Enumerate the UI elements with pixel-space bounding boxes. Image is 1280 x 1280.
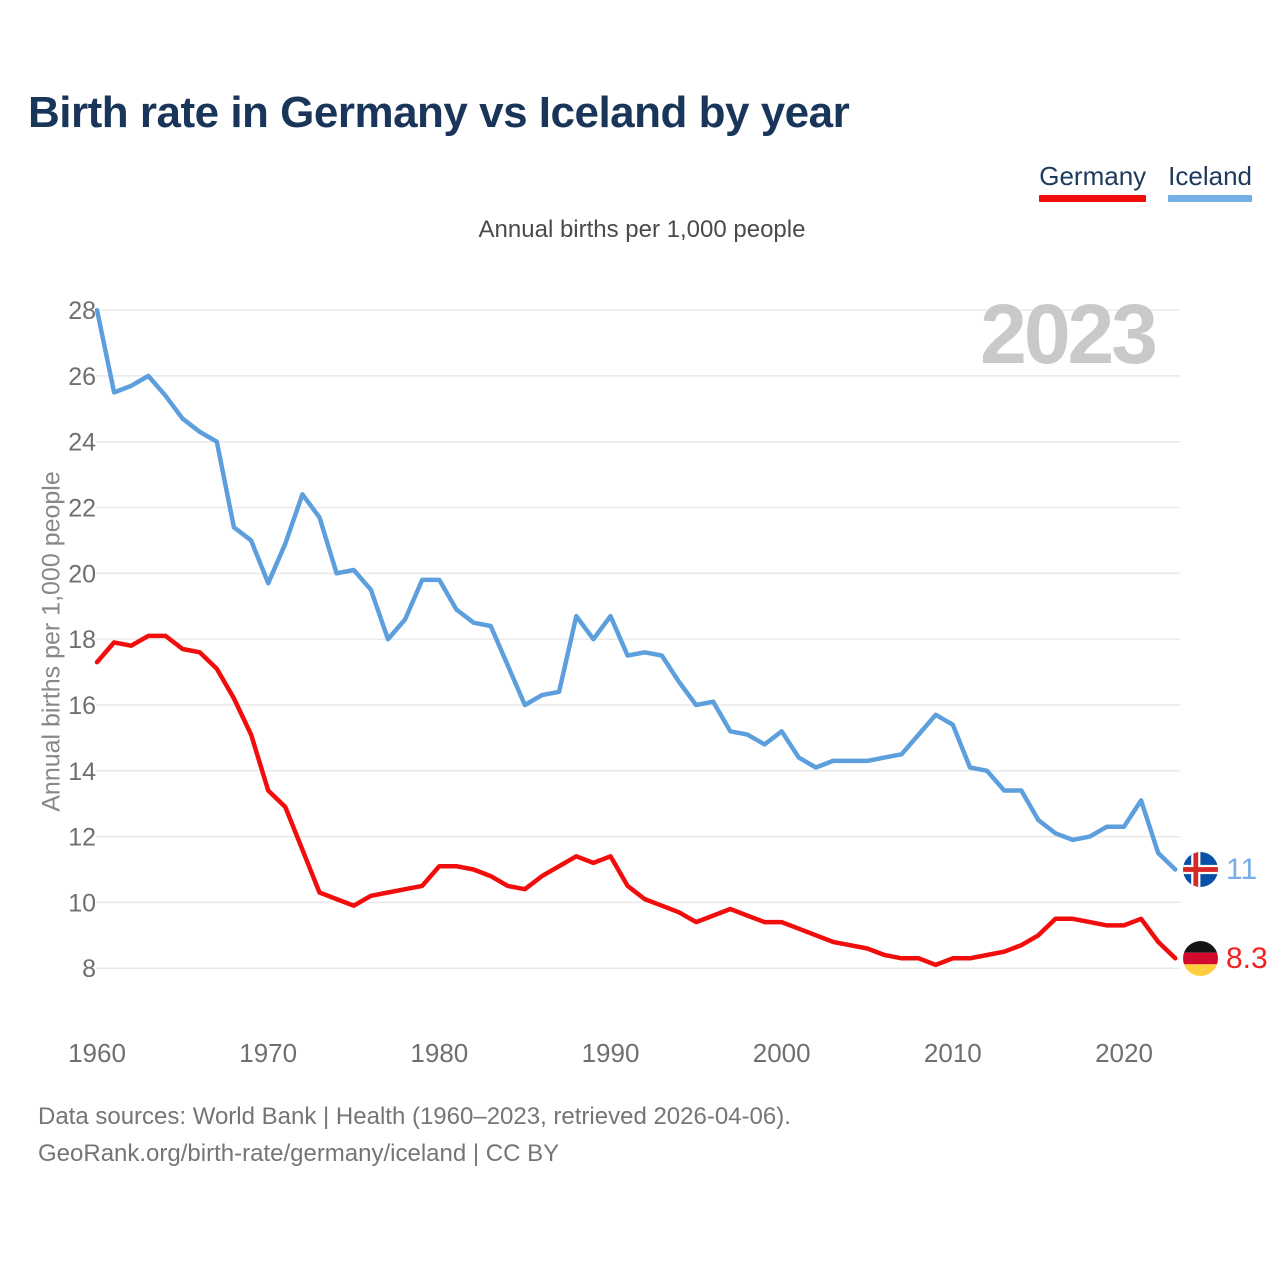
y-tick-label-26: 26 [68, 363, 96, 391]
y-tick-label-14: 14 [68, 758, 96, 786]
y-tick-label-18: 18 [68, 626, 96, 654]
end-label-germany: 8.3 [1183, 941, 1268, 976]
iceland-end-value: 11 [1226, 852, 1258, 886]
germany-flag-icon [1183, 941, 1218, 976]
x-tick-label-1980: 1980 [410, 1038, 468, 1068]
germany-end-value: 8.3 [1226, 941, 1268, 975]
y-tick-label-8: 8 [82, 955, 96, 983]
legend-iceland-label: Iceland [1168, 161, 1252, 191]
x-tick-labels: 1960 1970 1980 1990 2000 2010 2020 [68, 1038, 1153, 1068]
y-tick-label-12: 12 [68, 824, 96, 852]
x-tick-label-1960: 1960 [68, 1038, 126, 1068]
legend: Germany Iceland [1039, 162, 1252, 202]
series-lines [94, 307, 1178, 968]
x-tick-label-1970: 1970 [239, 1038, 297, 1068]
legend-item-germany[interactable]: Germany [1039, 161, 1147, 202]
y-tick-label-28: 28 [68, 297, 96, 325]
series-line-germany [94, 633, 1178, 968]
footer-line-1: Data sources: World Bank | Health (1960–… [38, 1103, 791, 1130]
legend-item-iceland[interactable]: Iceland [1168, 162, 1252, 202]
iceland-flag-icon [1183, 852, 1218, 887]
x-tick-label-1990: 1990 [582, 1038, 640, 1068]
legend-germany-label: Germany [1039, 161, 1147, 191]
legend-iceland-color-bar [1168, 194, 1252, 202]
watermark-text: 2023 [980, 287, 1155, 381]
gridlines [96, 309, 1180, 969]
y-tick-label-20: 20 [68, 560, 96, 588]
x-tick-label-2000: 2000 [753, 1038, 811, 1068]
end-label-iceland: 11 [1183, 852, 1257, 887]
y-tick-label-16: 16 [68, 692, 96, 720]
chart-subtitle: Annual births per 1,000 people [478, 216, 806, 243]
footer: Data sources: World Bank | Health (1960–… [38, 1098, 791, 1172]
y-tick-label-24: 24 [68, 429, 96, 457]
y-tick-labels: 8 10 12 14 16 18 20 22 24 26 28 [68, 297, 96, 983]
x-tick-label-2010: 2010 [924, 1038, 982, 1068]
series-line-iceland [94, 307, 1178, 872]
y-tick-label-10: 10 [68, 889, 96, 917]
footer-line-2: GeoRank.org/birth-rate/germany/iceland |… [38, 1140, 560, 1168]
x-tick-label-2020: 2020 [1095, 1038, 1153, 1068]
chart-title: Birth rate in Germany vs Iceland by year [28, 88, 850, 137]
y-tick-label-22: 22 [68, 495, 96, 523]
legend-germany-color-bar [1039, 194, 1147, 202]
